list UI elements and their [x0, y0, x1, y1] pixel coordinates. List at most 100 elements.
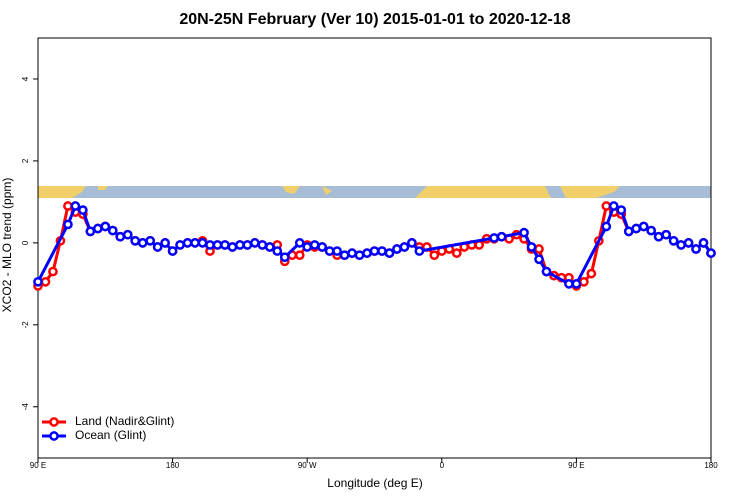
point: [698, 238, 709, 248]
point: [631, 223, 642, 234]
x-tick-label: 90 E: [30, 461, 46, 470]
point: [85, 226, 96, 237]
legend-marker: [49, 417, 59, 427]
point: [235, 240, 245, 250]
point: [392, 244, 402, 254]
point: [70, 201, 81, 211]
chart-title: 20N-25N February (Ver 10) 2015-01-01 to …: [179, 11, 570, 28]
point: [242, 240, 253, 250]
legend-marker: [49, 431, 59, 441]
point: [33, 276, 43, 287]
point: [534, 254, 544, 265]
y-axis-label: XCO2 - MLO trend (ppm): [0, 178, 14, 313]
point: [579, 276, 589, 287]
point: [190, 238, 200, 248]
y-tick-label: 2: [21, 158, 30, 163]
point: [63, 201, 73, 211]
point: [646, 225, 657, 236]
x-tick-label: 90 E: [568, 461, 584, 470]
point: [541, 266, 552, 277]
x-tick-label: 180: [166, 461, 180, 470]
point: [601, 221, 612, 232]
point: [399, 242, 410, 252]
point: [496, 231, 507, 242]
point: [107, 225, 118, 236]
point: [279, 252, 290, 263]
point: [526, 242, 537, 252]
point: [414, 246, 425, 256]
point: [317, 242, 328, 252]
point: [78, 205, 88, 215]
point: [220, 240, 230, 250]
point: [601, 201, 612, 211]
point: [362, 248, 372, 258]
point: [668, 235, 679, 246]
point: [608, 201, 619, 211]
point: [182, 238, 193, 248]
point: [130, 235, 141, 246]
point: [167, 246, 178, 256]
point: [152, 242, 163, 252]
y-tick-label: -4: [21, 403, 30, 411]
point: [332, 246, 342, 256]
point: [294, 250, 305, 261]
point: [683, 238, 694, 248]
point: [369, 246, 380, 256]
point: [122, 229, 133, 240]
x-tick-label: 0: [440, 461, 445, 470]
point: [489, 233, 499, 243]
point: [137, 238, 148, 248]
y-tick-label: -2: [21, 321, 30, 329]
point: [48, 266, 58, 277]
point: [534, 244, 544, 254]
point: [586, 268, 597, 279]
legend: Land (Nadir&Glint)Ocean (Glint): [42, 414, 174, 442]
point: [691, 244, 701, 254]
point: [294, 238, 305, 248]
point: [623, 226, 634, 237]
x-tick-label: 90 W: [298, 461, 317, 470]
point: [257, 240, 268, 250]
point: [638, 221, 649, 232]
legend-label: Land (Nadir&Glint): [75, 414, 174, 428]
legend-label: Ocean (Glint): [75, 428, 146, 442]
point: [212, 240, 223, 250]
point: [264, 242, 275, 252]
point: [175, 240, 185, 250]
point: [407, 238, 417, 248]
point: [145, 235, 156, 246]
point: [564, 279, 574, 289]
point: [227, 242, 238, 252]
point: [653, 231, 664, 242]
x-axis-label: Longitude (deg E): [327, 476, 422, 490]
y-tick-label: 0: [21, 240, 30, 245]
map-strip: [38, 186, 711, 198]
x-tick-label: 180: [704, 461, 718, 470]
point: [115, 231, 126, 242]
point: [384, 248, 395, 258]
point: [519, 227, 529, 238]
point: [40, 276, 51, 287]
point: [377, 246, 387, 256]
point: [100, 221, 111, 232]
point: [160, 238, 170, 248]
point: [676, 240, 686, 250]
point: [571, 279, 582, 289]
point: [92, 223, 103, 234]
y-tick-label: 4: [21, 76, 30, 81]
point: [250, 238, 260, 248]
point: [706, 248, 716, 258]
point: [429, 250, 440, 261]
point: [63, 219, 73, 230]
point: [339, 250, 350, 261]
point: [661, 229, 671, 240]
point: [205, 240, 215, 250]
point: [324, 246, 335, 256]
point: [272, 246, 283, 256]
point: [347, 248, 357, 258]
point: [616, 205, 627, 215]
point: [197, 238, 208, 248]
point: [309, 240, 320, 250]
point: [354, 250, 365, 261]
